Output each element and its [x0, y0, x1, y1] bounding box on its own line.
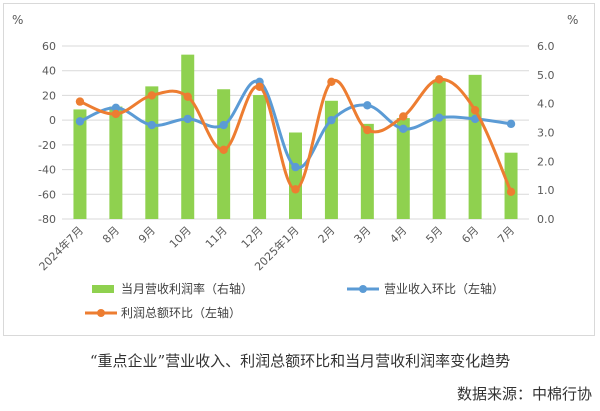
bar-profit-rate [73, 109, 87, 219]
point-revenue-mom [399, 124, 408, 133]
left-tick-label: -60 [38, 188, 56, 201]
bar-profit-rate [181, 54, 195, 220]
legend-item-profit-rate: 当月营收利润率（右轴） [92, 281, 253, 296]
right-tick-label: 3.0 [537, 127, 555, 140]
point-total-profit-mom [434, 75, 444, 84]
bar-profit-rate [289, 132, 302, 219]
right-tick-label: 5.0 [537, 69, 555, 82]
legend-item-total-profit: 利润总额环比（左轴） [85, 305, 241, 320]
right-tick-label: 0.0 [537, 213, 555, 226]
point-revenue-mom [219, 120, 228, 130]
point-revenue-mom [506, 119, 516, 129]
bar-profit-rate [253, 95, 267, 219]
left-tick-label: 20 [42, 89, 56, 102]
point-total-profit-mom [75, 97, 85, 106]
left-tick-label: -20 [38, 139, 56, 152]
left-tick-label: -80 [38, 213, 56, 226]
x-tick-label: 10月 [167, 224, 194, 251]
point-revenue-mom [327, 115, 336, 125]
bar-profit-rate [217, 89, 231, 219]
bar-profit-rate [360, 123, 374, 219]
x-tick-label: 12月 [239, 224, 266, 251]
point-revenue-mom [183, 114, 192, 124]
point-total-profit-mom [147, 91, 157, 100]
x-tick-label: 5月 [423, 224, 445, 246]
line-series [75, 75, 516, 197]
point-revenue-mom [434, 113, 444, 122]
point-revenue-mom [291, 162, 300, 172]
point-revenue-mom [363, 101, 372, 110]
point-total-profit-mom [470, 106, 480, 115]
x-tick-label: 9月 [136, 224, 158, 246]
point-revenue-mom [147, 120, 157, 130]
bar-profit-rate [324, 100, 338, 219]
bar-profit-rate [396, 118, 410, 219]
left-tick-label: 0 [49, 114, 56, 127]
bar-profit-rate [109, 106, 123, 219]
point-total-profit-mom [363, 125, 372, 135]
left-tick-label: -40 [38, 164, 56, 177]
legend-item-revenue: 营业收入环比（左轴） [347, 281, 504, 296]
chart-frame: % % -80 -60 -40 -20 0 20 40 60 0.0 1.0 2.0 3.0 4.0 5.… [3, 3, 595, 336]
left-tick-label: 60 [42, 40, 56, 53]
legend-label: 利润总额环比（左轴） [121, 305, 241, 320]
bar-profit-rate [504, 152, 518, 219]
point-total-profit-mom [506, 187, 516, 197]
x-tick-label: 2024年7月 [36, 223, 86, 273]
right-tick-label: 6.0 [537, 40, 555, 53]
point-total-profit-mom [111, 109, 121, 119]
point-revenue-mom [75, 117, 85, 126]
bar-profit-rate [432, 80, 446, 219]
legend-label: 营业收入环比（左轴） [384, 281, 504, 296]
x-tick-label: 7月 [495, 224, 517, 246]
point-total-profit-mom [255, 82, 264, 91]
right-axis-unit: % [567, 13, 578, 27]
right-tick-label: 1.0 [537, 184, 555, 197]
legend: 当月营收利润率（右轴） 营业收入环比（左轴） 利润总额环比（左轴） [85, 281, 504, 320]
legend-swatch-marker [97, 309, 105, 317]
figure-caption: “重点企业”营业收入、利润总额环比和当月营收利润率变化趋势 [89, 352, 511, 370]
point-total-profit-mom [399, 112, 408, 121]
left-axis-unit: % [12, 13, 23, 27]
data-source: 数据来源：中棉行协 [456, 385, 592, 403]
combo-chart: % % -80 -60 -40 -20 0 20 40 60 0.0 1.0 2.0 3.0 4.0 5.… [12, 13, 578, 320]
bar-profit-rate [468, 74, 482, 219]
left-tick-label: 40 [42, 65, 56, 78]
x-tick-label: 3月 [352, 224, 374, 246]
legend-swatch-marker [359, 285, 367, 293]
x-tick-label: 4月 [387, 224, 409, 246]
point-total-profit-mom [183, 92, 192, 101]
legend-label: 当月营收利润率（右轴） [121, 281, 253, 296]
point-revenue-mom [111, 103, 121, 112]
x-tick-label: 8月 [100, 224, 122, 246]
legend-swatch-bar [92, 285, 114, 293]
right-tick-label: 2.0 [537, 155, 555, 168]
point-total-profit-mom [291, 185, 300, 194]
x-tick-label: 11月 [203, 224, 230, 251]
x-tick-label: 6月 [459, 224, 481, 246]
bar-profit-rate [145, 86, 159, 219]
x-tick-label: 2月 [316, 224, 338, 246]
point-total-profit-mom [219, 145, 228, 154]
point-total-profit-mom [327, 77, 336, 87]
right-tick-label: 4.0 [537, 98, 555, 111]
